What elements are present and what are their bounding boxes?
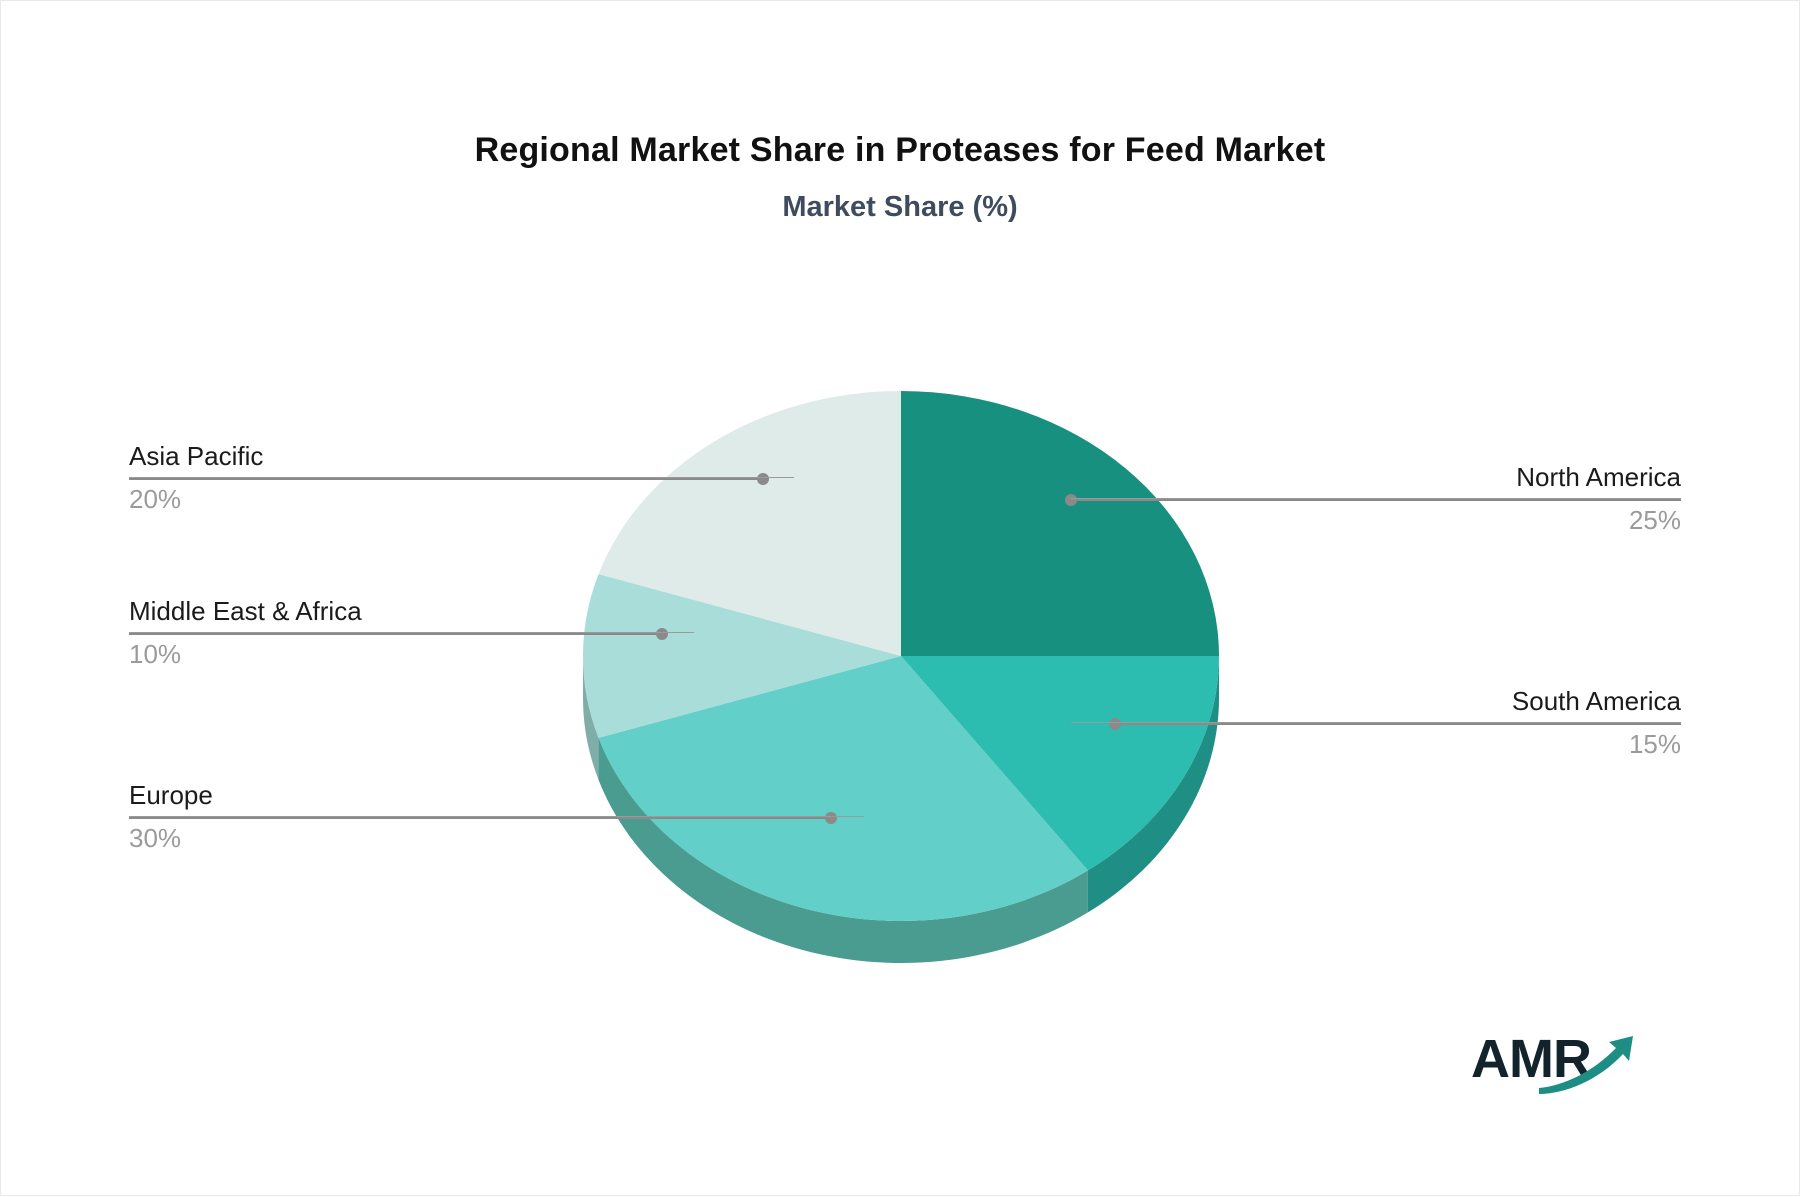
leader-middle-east-africa xyxy=(129,628,668,640)
pie-slice-top[interactable] xyxy=(598,391,901,656)
pie-slice-top[interactable] xyxy=(901,391,1219,656)
chart-subtitle: Market Share (%) xyxy=(782,191,1018,223)
amr-logo: AMR xyxy=(1471,1026,1651,1101)
callout-middle-east-africa[interactable]: Middle East & Africa 10% xyxy=(129,596,694,670)
logo-wordmark: AMR xyxy=(1471,1029,1592,1089)
callout-rule xyxy=(1071,497,1681,499)
callout-value: 30% xyxy=(129,822,182,853)
callout-south-america[interactable]: South America 15% xyxy=(1071,686,1681,760)
callout-label: Asia Pacific xyxy=(129,441,264,471)
callout-label: North America xyxy=(1516,462,1681,492)
leader-europe xyxy=(129,812,837,824)
pie-slice-top[interactable] xyxy=(598,656,1088,921)
callout-europe[interactable]: Europe 30% xyxy=(129,780,864,854)
pie-slice-side xyxy=(598,737,1088,963)
callout-value: 25% xyxy=(1628,504,1681,535)
callout-rule xyxy=(129,476,794,478)
callout-rule xyxy=(129,631,694,633)
leader-south-america xyxy=(1109,718,1681,730)
chart-title: Regional Market Share in Proteases for F… xyxy=(474,131,1326,169)
callout-value: 10% xyxy=(129,638,182,669)
growth-arrow-icon xyxy=(1539,1036,1633,1094)
pie-slice-side xyxy=(583,656,599,780)
callout-value: 15% xyxy=(1628,728,1681,759)
leader-asia-pacific xyxy=(129,473,769,485)
pie-slice-top[interactable] xyxy=(901,656,1219,871)
pie-slice-side xyxy=(1087,656,1219,913)
callout-asia-pacific[interactable]: Asia Pacific 20% xyxy=(129,441,794,515)
callout-label: Europe xyxy=(129,780,213,810)
callout-label: Middle East & Africa xyxy=(129,596,362,626)
pie-slice-top[interactable] xyxy=(583,574,901,738)
callout-rule xyxy=(129,815,864,817)
leader-north-america xyxy=(1065,494,1681,506)
callout-rule xyxy=(1071,721,1681,723)
callout-label: South America xyxy=(1511,686,1681,716)
callout-north-america[interactable]: North America 25% xyxy=(1071,462,1681,536)
callout-value: 20% xyxy=(129,483,182,514)
